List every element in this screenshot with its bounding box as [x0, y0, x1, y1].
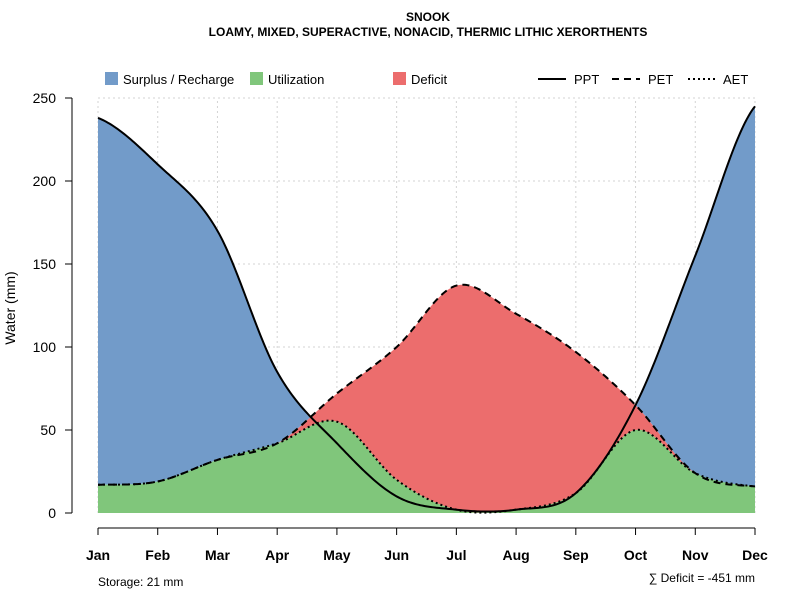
legend-swatch-surplus [105, 72, 118, 85]
x-tick-label-jul: Jul [446, 547, 466, 563]
legend-label-surplus: Surplus / Recharge [123, 72, 234, 87]
legend-label-utilization: Utilization [268, 72, 324, 87]
legend-label-aet: AET [723, 72, 748, 87]
y-tick-label-50: 50 [40, 422, 56, 438]
y-tick-label-250: 250 [33, 90, 57, 106]
legend-label-ppt: PPT [574, 72, 599, 87]
deficit-area [98, 284, 755, 513]
x-tick-label-apr: Apr [265, 547, 290, 563]
chart-title: SNOOK [406, 10, 450, 24]
x-tick-label-jan: Jan [86, 547, 110, 563]
axes: 0 50 100 150 200 250 Jan Feb Mar Apr May Jun Jul Aug S… [33, 90, 768, 563]
deficit-note: ∑ Deficit = -451 mm [649, 571, 755, 585]
chart-subtitle: LOAMY, MIXED, SUPERACTIVE, NONACID, THER… [209, 25, 648, 39]
x-tick-label-mar: Mar [205, 547, 230, 563]
y-tick-label-100: 100 [33, 339, 57, 355]
x-tick-label-sep: Sep [563, 547, 589, 563]
series-lines [97, 105, 756, 514]
y-tick-label-0: 0 [48, 505, 56, 521]
y-tick-label-150: 150 [33, 256, 57, 272]
series-line-ppt [97, 105, 756, 513]
x-tick-label-oct: Oct [624, 547, 648, 563]
utilization-area [98, 420, 755, 513]
storage-note: Storage: 21 mm [98, 575, 183, 589]
legend: Surplus / Recharge Utilization Deficit P… [105, 72, 748, 87]
x-tick-label-aug: Aug [502, 547, 529, 563]
surplus-area [98, 106, 755, 487]
legend-swatch-utilization [250, 72, 263, 85]
x-tick-label-dec: Dec [742, 547, 768, 563]
x-tick-label-may: May [323, 547, 350, 563]
legend-swatch-deficit [393, 72, 406, 85]
area-fills [98, 106, 755, 513]
series-line-pet [97, 283, 756, 488]
y-axis-label: Water (mm) [2, 271, 18, 344]
y-tick-label-200: 200 [33, 173, 57, 189]
x-tick-label-nov: Nov [682, 547, 709, 563]
legend-label-deficit: Deficit [411, 72, 448, 87]
x-tick-label-jun: Jun [384, 547, 409, 563]
x-tick-label-feb: Feb [145, 547, 170, 563]
legend-label-pet: PET [648, 72, 673, 87]
